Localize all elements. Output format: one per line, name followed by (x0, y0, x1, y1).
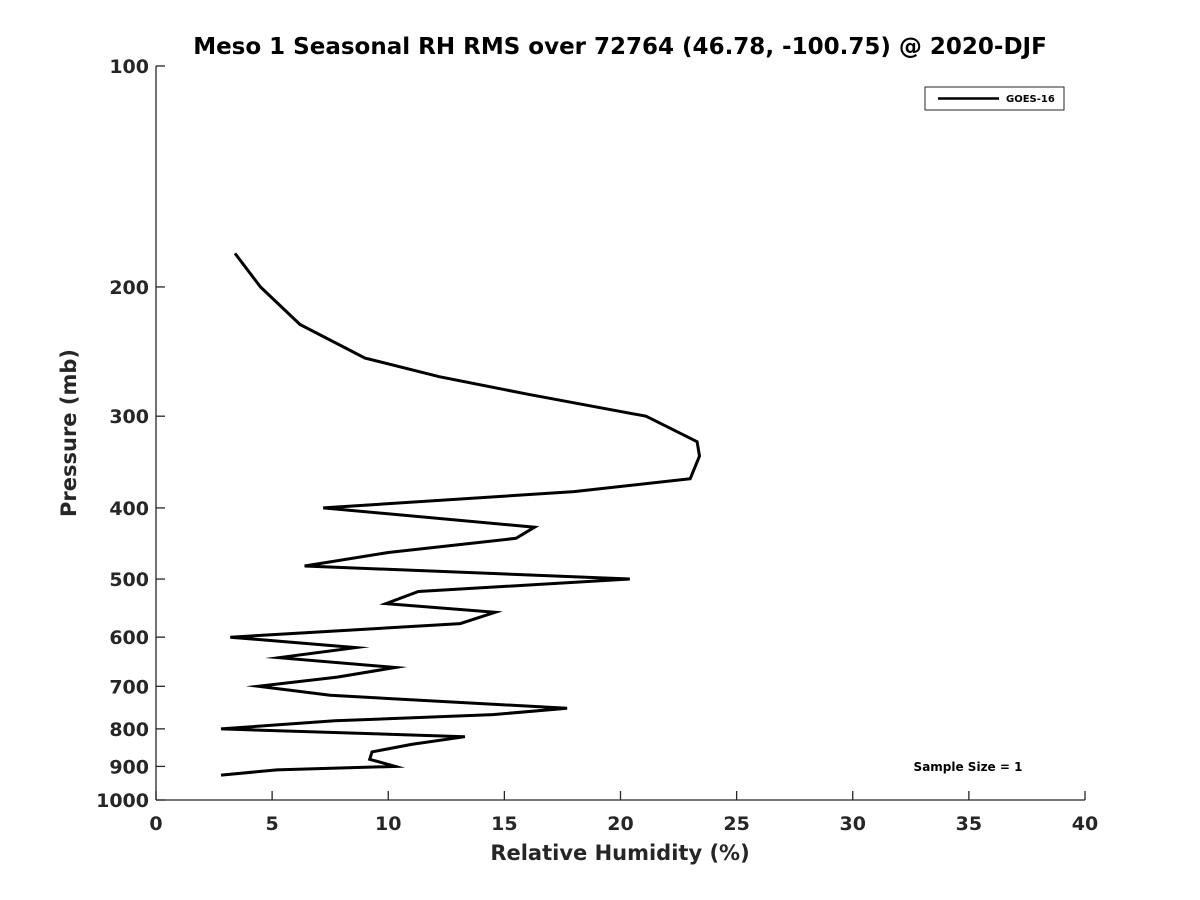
y-tick-label: 800 (109, 719, 149, 741)
y-tick-label: 100 (109, 56, 149, 78)
y-tick-label: 400 (109, 498, 149, 520)
x-tick-label: 25 (723, 813, 749, 835)
y-tick-label: 200 (109, 277, 149, 299)
y-axis-ticks: 100 200 300 400 500 600 700 800 900 1000 (96, 56, 165, 812)
x-tick-label: 10 (375, 813, 401, 835)
legend: GOES-16 (924, 86, 1065, 111)
sample-size-annotation: Sample Size = 1 (914, 760, 1023, 774)
series-line-goes-16 (220, 252, 702, 777)
x-tick-label: 5 (266, 813, 279, 835)
x-axis-ticks: 0 5 10 15 20 25 30 35 40 (149, 791, 1098, 835)
y-tick-label: 1000 (96, 790, 149, 812)
x-tick-label: 20 (607, 813, 633, 835)
y-tick-label: 600 (109, 627, 149, 649)
x-tick-label: 35 (956, 813, 982, 835)
x-tick-label: 15 (491, 813, 517, 835)
x-axis-label: Relative Humidity (%) (490, 841, 749, 865)
y-tick-label: 900 (109, 756, 149, 778)
legend-label-goes-16: GOES-16 (1006, 94, 1055, 105)
y-axis-label: Pressure (mb) (57, 349, 81, 517)
series-layer (220, 252, 702, 777)
y-tick-label: 700 (109, 676, 149, 698)
y-tick-label: 300 (109, 406, 149, 428)
y-tick-label: 500 (109, 569, 149, 591)
x-tick-label: 30 (840, 813, 866, 835)
x-tick-label: 40 (1072, 813, 1098, 835)
x-tick-label: 0 (149, 813, 162, 835)
chart-title: Meso 1 Seasonal RH RMS over 72764 (46.78… (193, 34, 1047, 60)
